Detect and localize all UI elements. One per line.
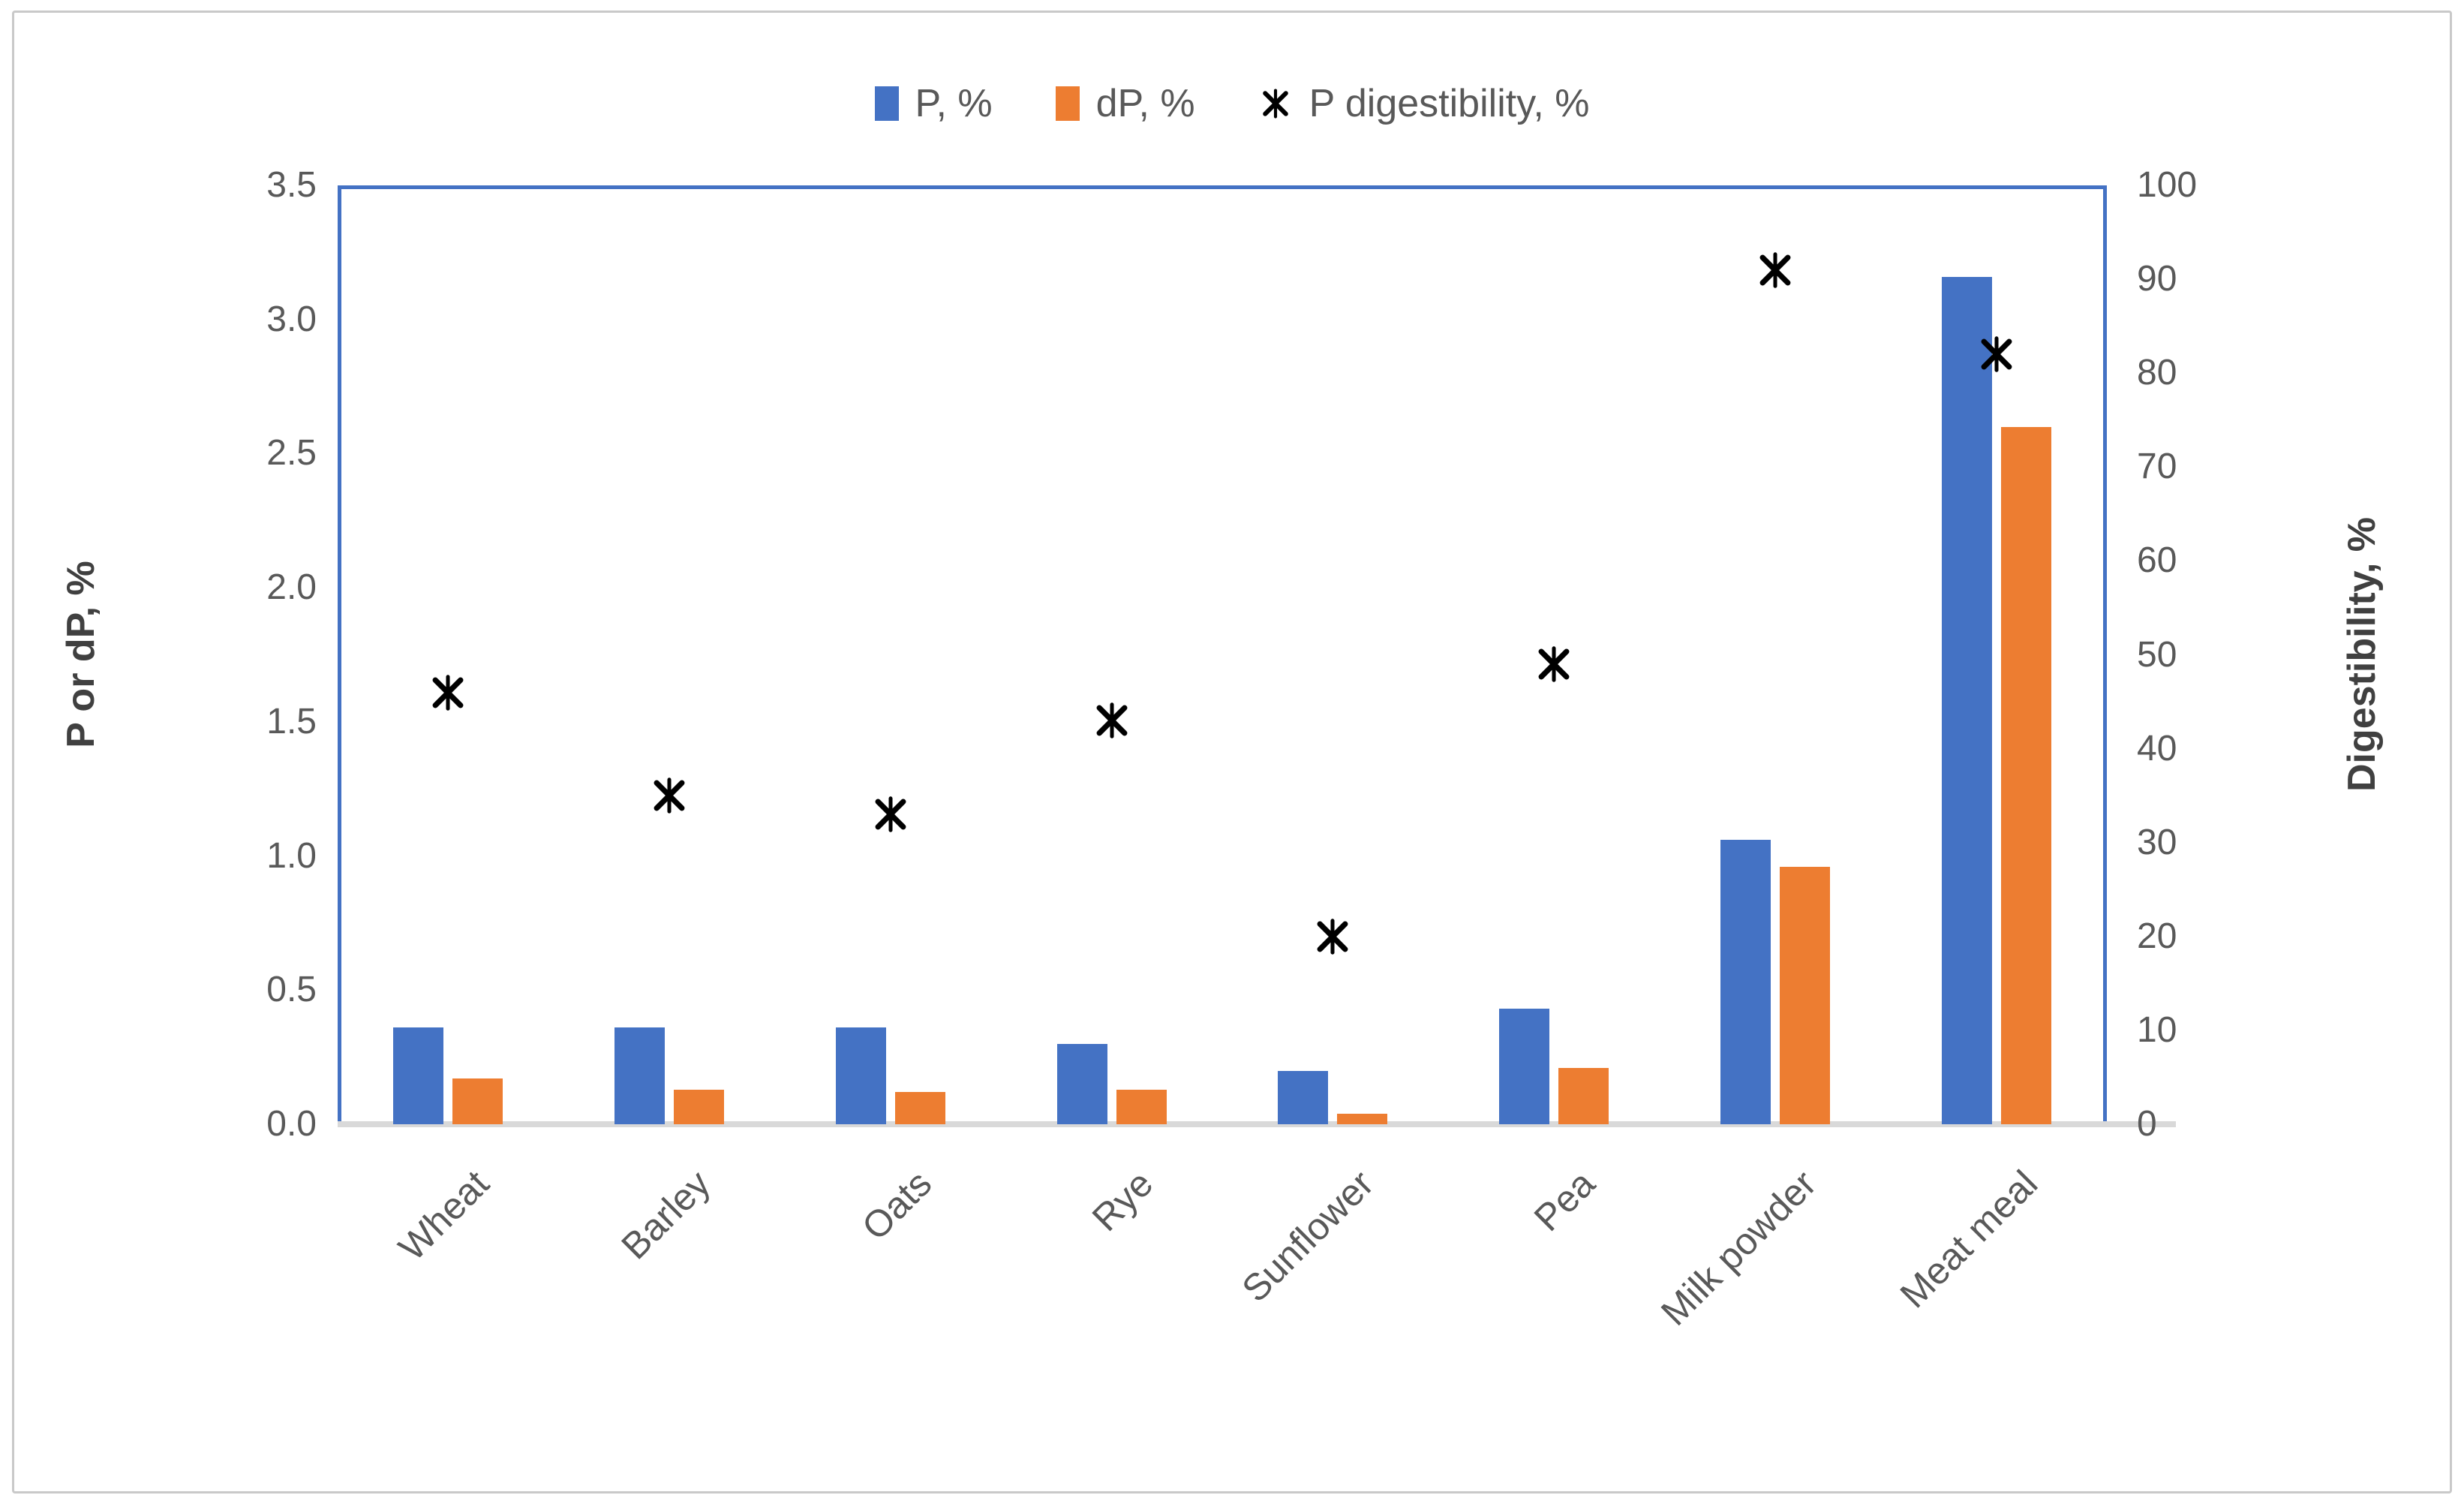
left-axis-tick-label: 2.0 — [266, 567, 317, 608]
bar-p-rye — [1056, 1043, 1107, 1124]
bar-dp-meat-meal — [2000, 426, 2051, 1124]
p-series-swatch — [874, 86, 899, 121]
digestibility-marker-pea — [1533, 643, 1575, 685]
right-axis-tick-label: 100 — [2137, 165, 2198, 205]
right-axis-tick-label: 0 — [2137, 1104, 2157, 1144]
legend-label-p: P, % — [915, 82, 993, 125]
left-axis-tick-label: 3.0 — [266, 299, 317, 339]
right-axis-tick-label: 10 — [2137, 1009, 2177, 1050]
bar-p-barley — [614, 1027, 666, 1124]
right-axis-tick-label: 20 — [2137, 916, 2177, 956]
legend-item-p: P, % — [874, 81, 993, 126]
left-axis-tick-label: 0.0 — [266, 1104, 317, 1144]
dp-series-swatch — [1055, 86, 1080, 121]
bar-dp-pea — [1558, 1067, 1609, 1124]
asterisk-marker-icon — [1258, 86, 1293, 121]
left-axis-tick-label: 3.5 — [266, 165, 317, 205]
digestibility-marker-oats — [870, 793, 912, 835]
legend-item-dp: dP, % — [1055, 81, 1195, 126]
right-axis-tick-label: 80 — [2137, 353, 2177, 393]
digestibility-marker-sunflower — [1312, 916, 1354, 958]
legend-label-dp: dP, % — [1095, 82, 1195, 125]
bar-dp-milk-powder — [1779, 866, 1830, 1124]
right-axis-tick-label: 90 — [2137, 259, 2177, 299]
plot-area — [338, 185, 2107, 1124]
bar-dp-barley — [674, 1089, 725, 1124]
bar-dp-sunflower — [1337, 1113, 1388, 1124]
x-axis-line — [338, 1121, 2176, 1127]
legend-label-digestibility: P digestibility, % — [1309, 82, 1590, 125]
bar-p-pea — [1499, 1009, 1550, 1124]
bar-p-sunflower — [1278, 1070, 1329, 1124]
digestibility-marker-milk-powder — [1754, 249, 1796, 291]
bar-p-wheat — [393, 1027, 444, 1124]
right-axis-title: Digestibility, % — [2340, 517, 2384, 792]
right-axis-tick-label: 40 — [2137, 728, 2177, 769]
left-axis-title: P or dP, % — [59, 561, 103, 748]
right-axis-tick-label: 50 — [2137, 634, 2177, 675]
left-axis-tick-label: 1.0 — [266, 835, 317, 876]
left-axis-tick-label: 2.5 — [266, 433, 317, 474]
bar-dp-oats — [894, 1092, 945, 1124]
right-axis-tick-label: 30 — [2137, 822, 2177, 862]
legend: P, % dP, % P digestibility, % — [0, 81, 2464, 126]
digestibility-marker-wheat — [427, 672, 469, 714]
right-axis-tick-label: 70 — [2137, 447, 2177, 487]
left-axis-tick-label: 0.5 — [266, 970, 317, 1010]
legend-item-digestibility: P digestibility, % — [1258, 81, 1590, 126]
digestibility-marker-meat-meal — [1976, 333, 2018, 375]
bar-dp-rye — [1116, 1089, 1167, 1124]
digestibility-marker-barley — [648, 775, 690, 817]
bar-p-oats — [835, 1027, 886, 1124]
left-axis-tick-label: 1.5 — [266, 701, 317, 741]
bar-dp-wheat — [452, 1078, 503, 1124]
bar-p-meat-meal — [1941, 276, 1992, 1124]
bar-p-milk-powder — [1720, 840, 1771, 1124]
digestibility-marker-rye — [1091, 699, 1133, 741]
right-axis-tick-label: 60 — [2137, 540, 2177, 581]
